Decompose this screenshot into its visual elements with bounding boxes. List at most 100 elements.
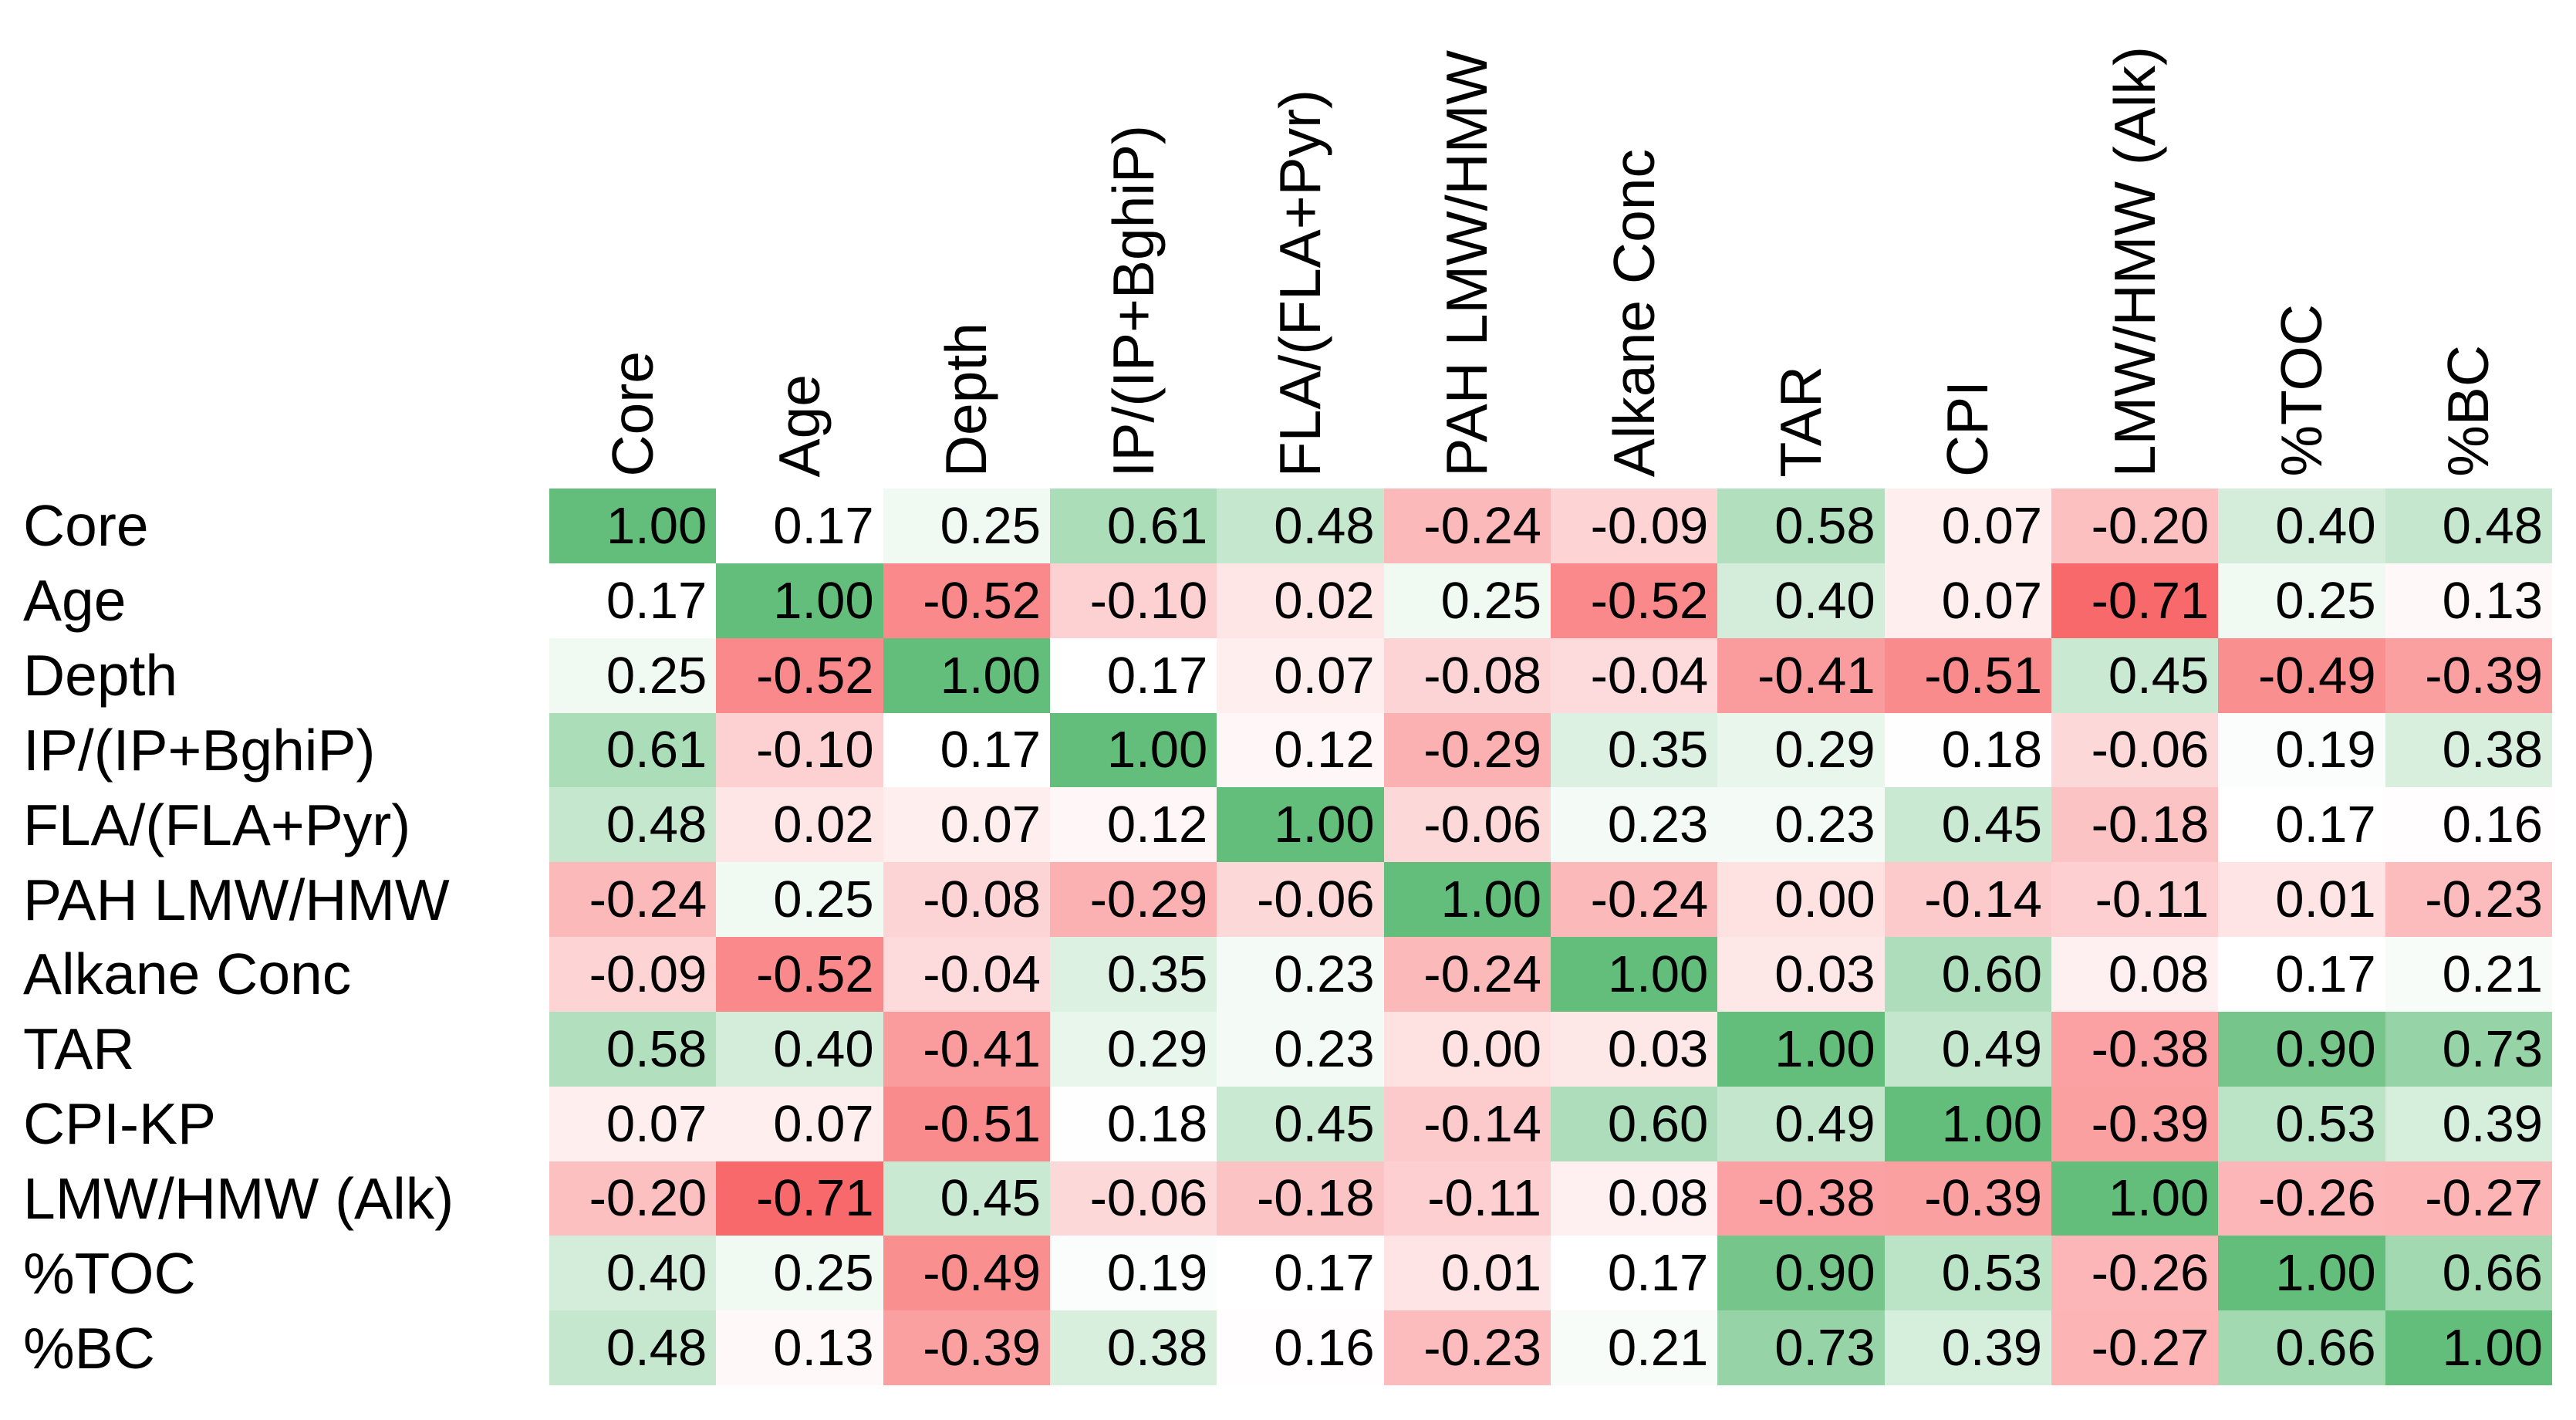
matrix-cell: -0.71 — [716, 1161, 883, 1236]
matrix-cell: 0.01 — [2218, 862, 2385, 937]
matrix-cell: 1.00 — [1217, 787, 1384, 863]
matrix-cell: -0.24 — [549, 862, 717, 937]
matrix-cell: -0.39 — [2051, 1086, 2219, 1161]
matrix-cell: 0.48 — [549, 787, 717, 863]
matrix-cell: 0.12 — [1049, 787, 1217, 863]
matrix-cell: 1.00 — [549, 489, 717, 563]
matrix-cell: -0.08 — [883, 862, 1050, 937]
matrix-cell: 0.53 — [1884, 1236, 2051, 1311]
matrix-cell: -0.49 — [883, 1236, 1050, 1311]
column-header-8: TAR — [1717, 0, 1884, 485]
column-header-label: FLA/(FLA+Pyr) — [1267, 89, 1332, 477]
matrix-cell: 0.08 — [2051, 937, 2219, 1012]
matrix-cell: 0.17 — [1049, 637, 1217, 713]
matrix-cell: -0.09 — [1550, 489, 1718, 563]
matrix-cell: 0.16 — [2385, 787, 2552, 863]
matrix-cell: 0.25 — [716, 1236, 883, 1311]
matrix-cell: 1.00 — [716, 563, 883, 638]
matrix-cell: 0.90 — [1717, 1236, 1885, 1311]
column-header-2: Age — [716, 0, 883, 485]
matrix-cell: 0.66 — [2385, 1236, 2552, 1311]
matrix-cell: 0.13 — [2385, 563, 2552, 638]
matrix-cell: -0.51 — [1884, 637, 2051, 713]
matrix-cell: 0.29 — [1717, 712, 1885, 788]
matrix-cell: 0.25 — [549, 637, 717, 713]
matrix-cell: 0.73 — [2385, 1011, 2552, 1087]
matrix-cell: 1.00 — [1049, 712, 1217, 788]
matrix-cell: 0.25 — [2218, 563, 2385, 638]
matrix-cell: -0.11 — [1383, 1161, 1551, 1236]
matrix-cell: -0.49 — [2218, 637, 2385, 713]
matrix-cell: -0.06 — [1049, 1161, 1217, 1236]
matrix-cell: -0.20 — [2051, 489, 2219, 563]
matrix-cell: 0.38 — [1049, 1310, 1217, 1385]
matrix-cell: -0.52 — [716, 937, 883, 1012]
matrix-cell: 0.48 — [549, 1310, 717, 1385]
matrix-cell: 0.21 — [2385, 937, 2552, 1012]
matrix-cell: -0.23 — [2385, 862, 2552, 937]
matrix-cell: 0.35 — [1550, 712, 1718, 788]
matrix-cell: -0.52 — [716, 637, 883, 713]
matrix-cell: -0.39 — [1884, 1161, 2051, 1236]
matrix-cell: 1.00 — [1717, 1011, 1885, 1087]
matrix-cell: 0.17 — [549, 563, 717, 638]
matrix-cell: 1.00 — [1383, 862, 1551, 937]
column-header-11: %TOC — [2218, 0, 2385, 485]
column-header-label: Alkane Conc — [1601, 148, 1666, 477]
matrix-cell: 0.03 — [1550, 1011, 1718, 1087]
matrix-cell: 1.00 — [883, 637, 1050, 713]
matrix-cell: 0.40 — [549, 1236, 717, 1311]
column-header-label: PAH LMW/HMW — [1434, 50, 1500, 477]
matrix-cell: 0.53 — [2218, 1086, 2385, 1161]
matrix-cell: -0.04 — [883, 937, 1050, 1012]
matrix-cell: -0.14 — [1383, 1086, 1551, 1161]
column-header-5: FLA/(FLA+Pyr) — [1217, 0, 1383, 485]
column-header-6: PAH LMW/HMW — [1384, 0, 1551, 485]
row-label-7: Alkane Conc — [23, 942, 352, 1007]
matrix-cell: -0.10 — [1049, 563, 1217, 638]
matrix-cell: 0.07 — [716, 1086, 883, 1161]
matrix-cell: 0.49 — [1884, 1011, 2051, 1087]
row-label-2: Age — [23, 568, 127, 634]
matrix-cell: 0.07 — [883, 787, 1050, 863]
column-header-label: TAR — [1767, 365, 1833, 477]
column-header-label: Age — [766, 374, 832, 477]
matrix-cell: 0.18 — [1049, 1086, 1217, 1161]
row-label-8: TAR — [23, 1016, 135, 1082]
column-header-label: IP/(IP+BghiP) — [1100, 124, 1166, 477]
matrix-cell: -0.10 — [716, 712, 883, 788]
matrix-cell: 0.39 — [2385, 1086, 2552, 1161]
matrix-cell: 1.00 — [1550, 937, 1718, 1012]
matrix-cell: -0.06 — [1217, 862, 1384, 937]
matrix-cell: 0.23 — [1550, 787, 1718, 863]
matrix-cell: 0.49 — [1717, 1086, 1885, 1161]
column-header-3: Depth — [883, 0, 1050, 485]
matrix-cell: -0.39 — [2385, 637, 2552, 713]
matrix-cell: 0.25 — [1383, 563, 1551, 638]
row-label-5: FLA/(FLA+Pyr) — [23, 792, 411, 857]
column-header-label: LMW/HMW (Alk) — [2102, 46, 2167, 477]
matrix-cell: 0.16 — [1217, 1310, 1384, 1385]
column-header-label: CPI — [1935, 380, 2000, 477]
matrix-cell: 0.58 — [1717, 489, 1885, 563]
row-label-6: PAH LMW/HMW — [23, 867, 450, 932]
matrix-cell: -0.24 — [1383, 937, 1551, 1012]
matrix-cell: 0.23 — [1217, 937, 1384, 1012]
matrix-cell: 0.08 — [1550, 1161, 1718, 1236]
column-header-10: LMW/HMW (Alk) — [2051, 0, 2218, 485]
column-header-7: Alkane Conc — [1551, 0, 1717, 485]
matrix-cell: 0.35 — [1049, 937, 1217, 1012]
matrix-cell: 0.19 — [1049, 1236, 1217, 1311]
column-header-9: CPI — [1885, 0, 2051, 485]
matrix-cell: 0.40 — [1717, 563, 1885, 638]
matrix-cell: 0.25 — [883, 489, 1050, 563]
matrix-cell: 0.12 — [1217, 712, 1384, 788]
matrix-cell: 1.00 — [1884, 1086, 2051, 1161]
matrix-cell: 0.60 — [1884, 937, 2051, 1012]
matrix-cell: 0.23 — [1717, 787, 1885, 863]
matrix-cell: 0.17 — [716, 489, 883, 563]
matrix-cell: 0.90 — [2218, 1011, 2385, 1087]
matrix-cell: 1.00 — [2051, 1161, 2219, 1236]
matrix-cell: -0.26 — [2051, 1236, 2219, 1311]
row-label-3: Depth — [23, 643, 178, 708]
